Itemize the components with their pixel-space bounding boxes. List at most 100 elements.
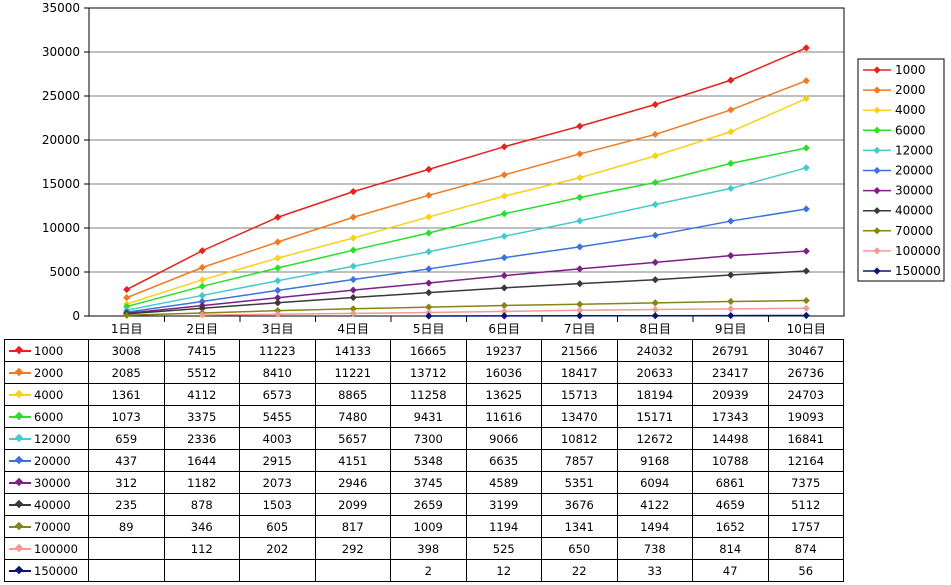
x-category-label: 8日目 — [639, 322, 671, 336]
legend-marker — [873, 86, 881, 94]
data-point — [802, 311, 810, 320]
table-cell: 2073 — [239, 471, 316, 494]
legend-entry: 12000 — [863, 143, 933, 157]
legend-entry: 6000 — [863, 123, 926, 137]
series-40000 — [123, 267, 810, 318]
series-line — [126, 80, 807, 299]
table-cell: 346 — [163, 515, 240, 538]
data-point — [651, 152, 659, 160]
legend-entry: 70000 — [863, 224, 933, 238]
data-point — [727, 184, 735, 193]
table-cell: 5348 — [390, 449, 467, 472]
legend-marker — [873, 166, 881, 175]
table-cell: 6861 — [692, 471, 769, 494]
table-cell: 11223 — [239, 339, 316, 362]
table-cell: 814 — [692, 537, 769, 560]
x-category-label: 2日目 — [186, 322, 218, 336]
table-cell: 292 — [314, 537, 391, 560]
row-header: 70000 — [4, 515, 89, 538]
data-point — [802, 144, 810, 152]
table-cell: 7300 — [390, 427, 467, 450]
row-label: 1000 — [34, 343, 64, 358]
table-cell: 2659 — [390, 493, 467, 516]
table-cell: 738 — [616, 537, 693, 560]
legend: 1000 2000 4000 6000 12000 20000 30000 40000 7000… — [857, 58, 945, 282]
table-row: 30000 312 1182 2073 2946 3745 4589 5351 6094 6861… — [4, 471, 844, 494]
data-point — [576, 193, 584, 202]
legend-marker — [873, 66, 881, 74]
data-point — [727, 159, 735, 167]
series-marker-diamond — [14, 411, 24, 421]
data-point — [802, 44, 810, 52]
row-header: 6000 — [4, 405, 89, 428]
series-line — [126, 167, 807, 311]
series-marker-diamond — [14, 367, 24, 377]
table-cell: 6094 — [616, 471, 693, 494]
legend-label: 150000 — [895, 264, 941, 278]
data-point — [500, 232, 508, 240]
series-marker-icon — [9, 433, 31, 444]
data-point — [198, 311, 206, 319]
table-cell: 12164 — [767, 449, 844, 472]
series-marker-diamond — [14, 521, 24, 531]
table-cell: 1361 — [88, 383, 165, 406]
x-category-label: 10日目 — [787, 322, 826, 336]
table-cell: 1182 — [163, 471, 240, 494]
legend-marker — [873, 267, 881, 275]
x-category-label: 1日目 — [111, 322, 143, 336]
table-cell: 2946 — [314, 471, 391, 494]
data-point — [198, 297, 206, 306]
data-point — [727, 271, 735, 279]
table-row: 1000 3008 7415 11223 14133 16665 19237 21566 240… — [4, 339, 844, 362]
table-cell: 22 — [541, 559, 618, 582]
row-header: 100000 — [4, 537, 89, 560]
table-row: 2000 2085 5512 8410 11221 13712 16036 18417 2063… — [4, 361, 844, 384]
series-marker-icon — [9, 521, 31, 532]
table-cell: 17343 — [692, 405, 769, 428]
row-header: 2000 — [4, 361, 89, 384]
data-point — [727, 305, 735, 313]
table-cell: 1503 — [239, 493, 316, 516]
series-line — [126, 97, 807, 305]
series-marker-icon — [9, 543, 31, 554]
legend-label: 6000 — [895, 123, 926, 137]
y-tick-label: 20000 — [42, 133, 80, 147]
data-point — [576, 265, 584, 273]
series-marker-diamond — [14, 565, 24, 575]
data-point — [349, 234, 357, 242]
table-cell: 20633 — [616, 361, 693, 384]
series-marker-icon — [9, 455, 31, 466]
legend-label: 12000 — [895, 143, 933, 157]
data-point — [274, 286, 282, 294]
table-cell: 659 — [88, 427, 165, 450]
table-cell — [239, 559, 316, 582]
data-point — [802, 164, 810, 172]
table-cell: 5455 — [239, 405, 316, 428]
data-point — [198, 247, 206, 255]
table-cell: 14133 — [314, 339, 391, 362]
series-marker-icon — [9, 477, 31, 488]
table-cell: 1194 — [465, 515, 542, 538]
row-label: 150000 — [34, 563, 78, 578]
data-point — [425, 265, 433, 273]
table-cell: 5512 — [163, 361, 240, 384]
data-point — [274, 310, 282, 318]
data-point — [274, 299, 282, 307]
table-cell: 13470 — [541, 405, 618, 428]
data-point — [425, 303, 433, 311]
table-cell: 6635 — [465, 449, 542, 472]
series-line — [126, 270, 807, 315]
data-point — [651, 312, 659, 320]
table-cell: 4122 — [616, 493, 693, 516]
x-category-label: 5日目 — [413, 322, 445, 336]
table-cell: 4112 — [163, 383, 240, 406]
table-cell: 21566 — [541, 339, 618, 362]
data-point — [198, 282, 206, 290]
table-cell: 4589 — [465, 471, 542, 494]
table-cell: 12672 — [616, 427, 693, 450]
row-label: 12000 — [34, 431, 71, 446]
series-line — [126, 147, 807, 308]
legend-entry: 30000 — [863, 184, 933, 198]
data-point — [576, 312, 584, 320]
series-marker-diamond — [14, 455, 24, 465]
